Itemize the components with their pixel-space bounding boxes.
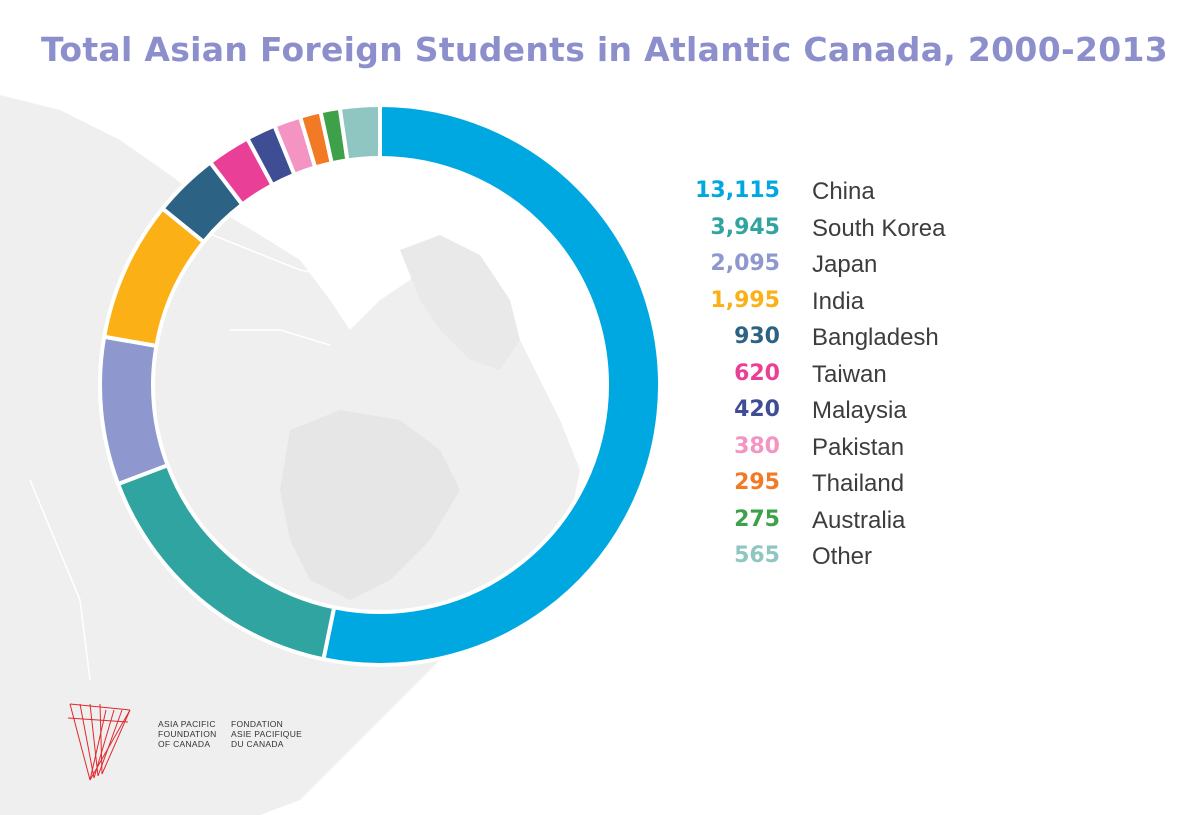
legend-item: 2,095 Japan (690, 251, 1010, 288)
map-peninsula (280, 410, 460, 600)
legend-value: 620 (734, 360, 780, 386)
donut-slice-china (321, 102, 662, 667)
legend-item: 1,995 India (690, 288, 1010, 325)
logo-line: DU CANADA (231, 739, 284, 749)
legend-value: 1,995 (710, 287, 780, 313)
legend-item: 13,115 China (690, 178, 1010, 215)
legend-value: 3,945 (710, 214, 780, 240)
legend-item: 3,945 South Korea (690, 215, 1010, 252)
legend-label: Japan (812, 251, 878, 278)
logo-line: FONDATION (231, 719, 284, 729)
legend-item: 565 Other (690, 543, 1010, 580)
legend-label: Other (812, 543, 873, 570)
logo-text-english: ASIA PACIFIC FOUNDATION OF CANADA (158, 719, 217, 749)
legend-label: Australia (812, 506, 906, 534)
legend-label: India (812, 287, 865, 315)
legend-value: 13,115 (695, 178, 780, 203)
logo-line: FOUNDATION (158, 729, 217, 739)
legend-label: Taiwan (812, 360, 887, 388)
legend-label: Bangladesh (812, 324, 939, 351)
legend-value: 380 (734, 433, 780, 459)
donut-slice-japan (98, 334, 171, 487)
legend-value: 930 (734, 324, 780, 349)
legend-item: 295 Thailand (690, 470, 1010, 507)
logo-line: ASIA PACIFIC (158, 719, 216, 729)
donut-slice-other (337, 102, 382, 163)
legend-item: 930 Bangladesh (690, 324, 1010, 361)
legend-value: 420 (734, 397, 780, 422)
foundation-logo-icon (67, 703, 131, 781)
legend-item: 275 Australia (690, 507, 1010, 544)
legend-item: 420 Malaysia (690, 397, 1010, 434)
chart-title: Total Asian Foreign Students in Atlantic… (40, 30, 1168, 69)
logo-text-french: FONDATION ASIE PACIFIQUE DU CANADA (231, 719, 302, 749)
legend-label: South Korea (812, 214, 946, 242)
legend-label: Thailand (812, 470, 905, 497)
map-island (400, 235, 520, 370)
donut-slice-south-korea (115, 462, 337, 662)
legend-value: 295 (734, 470, 780, 495)
logo-line: OF CANADA (158, 739, 211, 749)
legend-item: 620 Taiwan (690, 361, 1010, 398)
legend-value: 2,095 (710, 251, 780, 276)
logo-line: ASIE PACIFIQUE (231, 729, 303, 739)
legend-item: 380 Pakistan (690, 434, 1010, 471)
legend-label: China (812, 178, 875, 205)
legend-value: 565 (734, 543, 780, 568)
map-border (29, 229, 401, 681)
legend-label: Pakistan (812, 433, 905, 461)
legend-label: Malaysia (812, 397, 907, 424)
chart-legend: 13,115 China 3,945 South Korea 2,095 Japan 1,9… (690, 178, 1010, 580)
legend-value: 275 (734, 506, 780, 532)
